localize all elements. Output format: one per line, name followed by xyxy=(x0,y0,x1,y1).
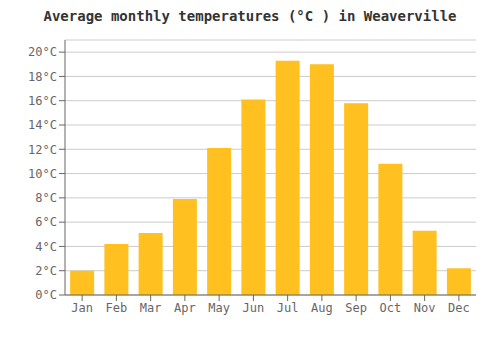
svg-text:12°C: 12°C xyxy=(28,143,57,157)
svg-text:18°C: 18°C xyxy=(28,70,57,84)
svg-text:0°C: 0°C xyxy=(35,288,57,302)
svg-text:Sep: Sep xyxy=(345,301,367,315)
svg-text:Aug: Aug xyxy=(311,301,333,315)
svg-text:16°C: 16°C xyxy=(28,94,57,108)
svg-text:Mar: Mar xyxy=(140,301,162,315)
svg-text:14°C: 14°C xyxy=(28,118,57,132)
html-text:Average monthly temperatures (: Average monthly temperatures (°C ) in We… xyxy=(43,8,457,24)
svg-text:Dec: Dec xyxy=(448,301,470,315)
svg-text:4°C: 4°C xyxy=(35,240,57,254)
svg-text:Apr: Apr xyxy=(174,301,196,315)
svg-text:8°C: 8°C xyxy=(35,191,57,205)
svg-text:Feb: Feb xyxy=(106,301,128,315)
svg-text:Jun: Jun xyxy=(243,301,265,315)
svg-text:Jan: Jan xyxy=(71,301,93,315)
svg-text:2°C: 2°C xyxy=(35,264,57,278)
svg-text:May: May xyxy=(208,301,230,315)
svg-text:Jul: Jul xyxy=(277,301,299,315)
svg-text:20°C: 20°C xyxy=(28,45,57,59)
svg-text:6°C: 6°C xyxy=(35,215,57,229)
svg-text:Nov: Nov xyxy=(414,301,436,315)
svg-text:Oct: Oct xyxy=(380,301,402,315)
svg-text:10°C: 10°C xyxy=(28,167,57,181)
